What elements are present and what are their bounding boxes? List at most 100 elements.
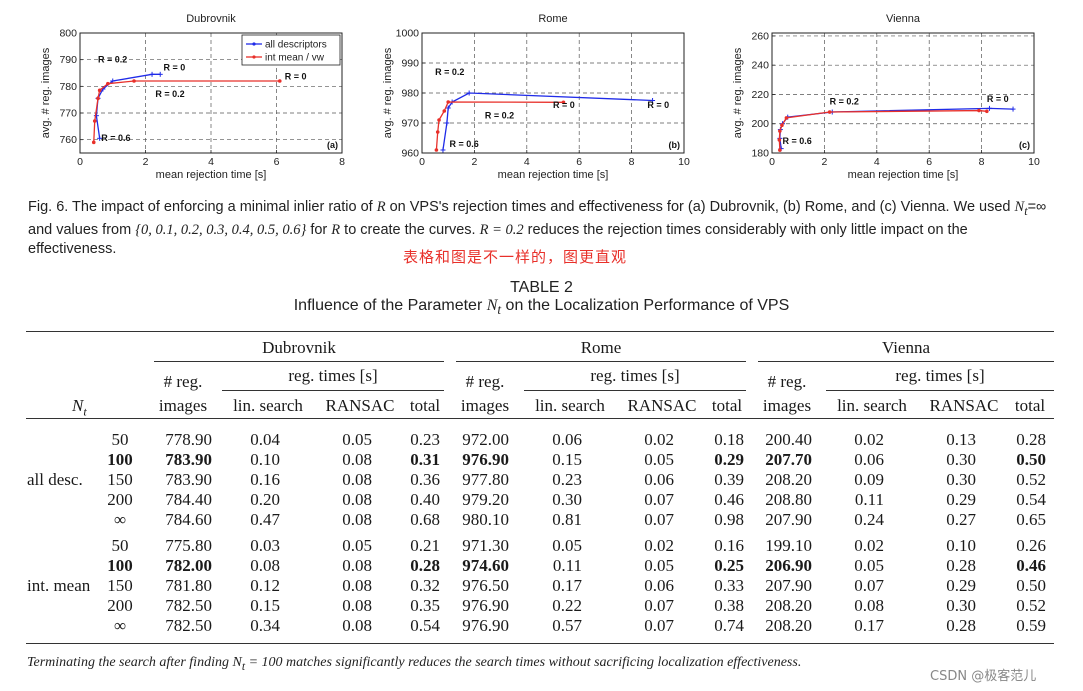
data-point xyxy=(437,118,441,122)
nt-value: 50 xyxy=(111,430,129,449)
table-value: 974.60 xyxy=(462,556,509,575)
x-tick-label: 4 xyxy=(524,156,530,168)
vienna-chart: Vienna 0 2 4 6 8 10 180 200 220 240 260 mean rejecti… xyxy=(732,13,1040,181)
curve-annotation: R = 0.6 xyxy=(782,136,811,146)
table-value: 0.32 xyxy=(410,576,440,595)
table-value: 0.17 xyxy=(552,576,582,595)
sub-header: total xyxy=(409,396,441,415)
table-value: 0.65 xyxy=(1016,510,1046,529)
dataset-header: Dubrovnik xyxy=(262,338,336,357)
reg-images-header: images xyxy=(158,396,208,415)
table-value: 0.05 xyxy=(342,430,372,449)
data-point xyxy=(91,140,96,145)
table-value: 208.80 xyxy=(765,490,812,509)
table-value: 0.98 xyxy=(714,510,744,529)
data-point xyxy=(97,88,102,93)
table-value: 0.15 xyxy=(552,450,582,469)
table-value: 0.13 xyxy=(946,430,976,449)
table-value: 0.52 xyxy=(1016,596,1046,615)
y-axis-label: avg. # reg. images xyxy=(382,47,394,138)
table-value: 0.09 xyxy=(854,470,884,489)
table-value: 0.04 xyxy=(250,430,280,449)
x-tick-label: 2 xyxy=(821,156,827,168)
table-value: 0.28 xyxy=(410,556,440,575)
table-value: 0.08 xyxy=(342,510,372,529)
table-value: 0.30 xyxy=(946,450,976,469)
x-tick-label: 10 xyxy=(678,156,690,168)
y-axis-label: avg. # reg. images xyxy=(732,47,744,138)
data-point xyxy=(466,90,472,96)
table-value: 0.10 xyxy=(946,536,976,555)
y-tick-label: 260 xyxy=(751,30,769,42)
rome-chart: Rome 0 2 4 6 8 10 960 970 980 990 1000 mean rejectio… xyxy=(382,13,690,181)
nt-header: Nt xyxy=(72,396,87,419)
table-value: 0.31 xyxy=(410,450,440,469)
reg-times-header: reg. times [s] xyxy=(590,366,680,385)
y-tick-label: 780 xyxy=(59,81,77,93)
table-value: 0.11 xyxy=(552,556,582,575)
table-value: 0.10 xyxy=(250,450,280,469)
data-point xyxy=(444,120,450,126)
data-point xyxy=(440,147,446,153)
table-value: 0.08 xyxy=(342,556,372,575)
reg-images-header: images xyxy=(762,396,812,415)
table-value: 0.35 xyxy=(410,596,440,615)
table-value: 0.07 xyxy=(854,576,884,595)
table-value: 0.05 xyxy=(644,450,674,469)
table-value: 0.47 xyxy=(250,510,280,529)
curve-annotation: R = 0.2 xyxy=(485,111,514,121)
nt-value: ∞ xyxy=(113,616,127,635)
sub-header: total xyxy=(1014,396,1046,415)
curve-annotation: R = 0 xyxy=(164,62,186,72)
table-value: 971.30 xyxy=(462,536,509,555)
table-value: 0.02 xyxy=(644,430,674,449)
data-point xyxy=(784,116,789,120)
panel-label: (a) xyxy=(327,140,338,150)
sub-header: lin. search xyxy=(535,396,605,415)
table-value: 0.15 xyxy=(250,596,280,615)
nt-value: 150 xyxy=(107,470,133,489)
table-value: 775.80 xyxy=(165,536,212,555)
legend-entry: all descriptors xyxy=(265,40,327,51)
table-value: 972.00 xyxy=(462,430,509,449)
sub-header: RANSAC xyxy=(929,396,999,415)
header-rule xyxy=(26,418,1054,419)
table-value: 0.02 xyxy=(644,536,674,555)
curve-annotation: R = 0 xyxy=(285,72,307,82)
table-value: 0.46 xyxy=(1016,556,1046,575)
plot-frame xyxy=(421,32,685,154)
curve-annotation: R = 0.2 xyxy=(435,67,464,77)
table-value: 0.46 xyxy=(714,490,744,509)
reg-images-header: # reg. xyxy=(465,372,505,391)
times-rule xyxy=(826,390,1054,391)
table-value: 0.29 xyxy=(714,450,744,469)
chart-title: Rome xyxy=(538,13,567,25)
y-tick-label: 180 xyxy=(751,148,769,160)
panel-label: (b) xyxy=(669,140,681,150)
table-value: 0.28 xyxy=(1016,430,1046,449)
x-tick-label: 0 xyxy=(769,156,775,168)
times-rule xyxy=(222,390,444,391)
table-value: 0.30 xyxy=(946,596,976,615)
table-value: 0.07 xyxy=(644,596,674,615)
table-value: 0.08 xyxy=(342,450,372,469)
table-value: 0.27 xyxy=(946,510,976,529)
watermark: CSDN @极客范儿 xyxy=(930,669,1037,684)
red-annotation: 表格和图是不一样的，图更直观 xyxy=(403,248,628,266)
y-tick-label: 1000 xyxy=(396,28,420,40)
x-tick-label: 8 xyxy=(339,156,345,168)
y-tick-label: 760 xyxy=(59,134,77,146)
table-value: 778.90 xyxy=(165,430,212,449)
table-value: 0.57 xyxy=(552,616,582,635)
x-axis-label: mean rejection time [s] xyxy=(848,169,959,181)
table-value: 0.29 xyxy=(946,576,976,595)
table-value: 0.06 xyxy=(552,430,582,449)
data-point xyxy=(561,100,566,105)
data-point xyxy=(986,105,992,111)
table-value: 0.30 xyxy=(552,490,582,509)
data-point xyxy=(778,129,782,133)
reg-times-header: reg. times [s] xyxy=(288,366,378,385)
data-point xyxy=(1010,106,1016,112)
table-value: 0.22 xyxy=(552,596,582,615)
table-value: 0.39 xyxy=(714,470,744,489)
